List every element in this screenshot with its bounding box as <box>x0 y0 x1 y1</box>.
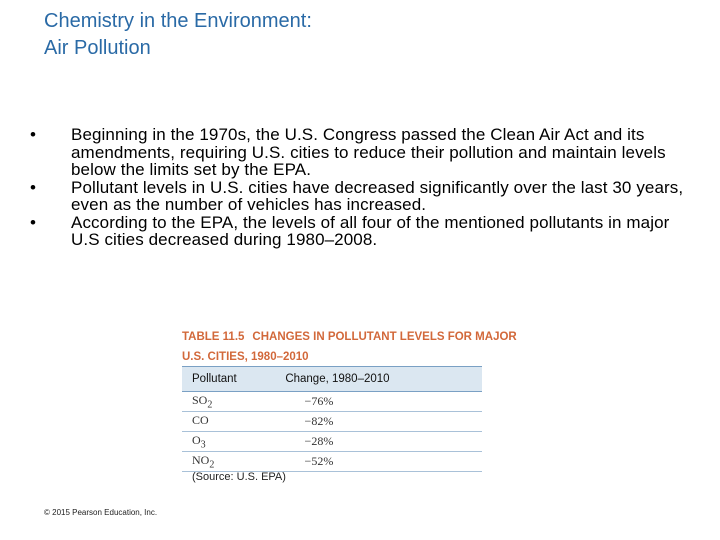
table-header-row: Pollutant Change, 1980–2010 <box>182 366 482 392</box>
table-row: NO2 −52% <box>182 452 482 472</box>
change-cell: −28% <box>304 434 334 448</box>
header-change: Change, 1980–2010 <box>285 366 482 392</box>
bullet-list: Beginning in the 1970s, the U.S. Congres… <box>30 126 690 249</box>
bullet-item: Pollutant levels in U.S. cities have dec… <box>30 178 690 214</box>
table-row: SO2 −76% <box>182 392 482 412</box>
bullet-item: According to the EPA, the levels of all … <box>30 213 690 249</box>
header-pollutant: Pollutant <box>182 366 286 392</box>
table-caption-text: CHANGES IN POLLUTANT LEVELS FOR MAJOR U.… <box>182 331 517 363</box>
change-cell: −82% <box>304 414 334 428</box>
change-cell: −76% <box>304 394 334 408</box>
change-cell: −52% <box>304 454 334 468</box>
pollutant-cell: SO2 <box>192 392 213 411</box>
slide-title-line-2: Air Pollution <box>44 37 151 59</box>
slide-title-line-1: Chemistry in the Environment: <box>44 10 312 32</box>
table-source: (Source: U.S. EPA) <box>192 471 286 483</box>
pollutant-cell: NO2 <box>192 452 215 471</box>
table-row: CO −82% <box>182 412 482 432</box>
table-number: TABLE 11.5 <box>182 331 245 343</box>
pollutant-table: Pollutant Change, 1980–2010 SO2 −76% CO … <box>182 366 482 472</box>
bullet-item: Beginning in the 1970s, the U.S. Congres… <box>30 126 690 179</box>
table-row: O3 −28% <box>182 432 482 452</box>
pollutant-cell: CO <box>192 412 209 427</box>
copyright-notice: © 2015 Pearson Education, Inc. <box>44 508 158 517</box>
table-caption: TABLE 11.5 CHANGES IN POLLUTANT LEVELS FO… <box>182 327 522 367</box>
slide-title: Chemistry in the Environment: Air Pollut… <box>44 8 312 62</box>
pollutant-cell: O3 <box>192 432 206 451</box>
